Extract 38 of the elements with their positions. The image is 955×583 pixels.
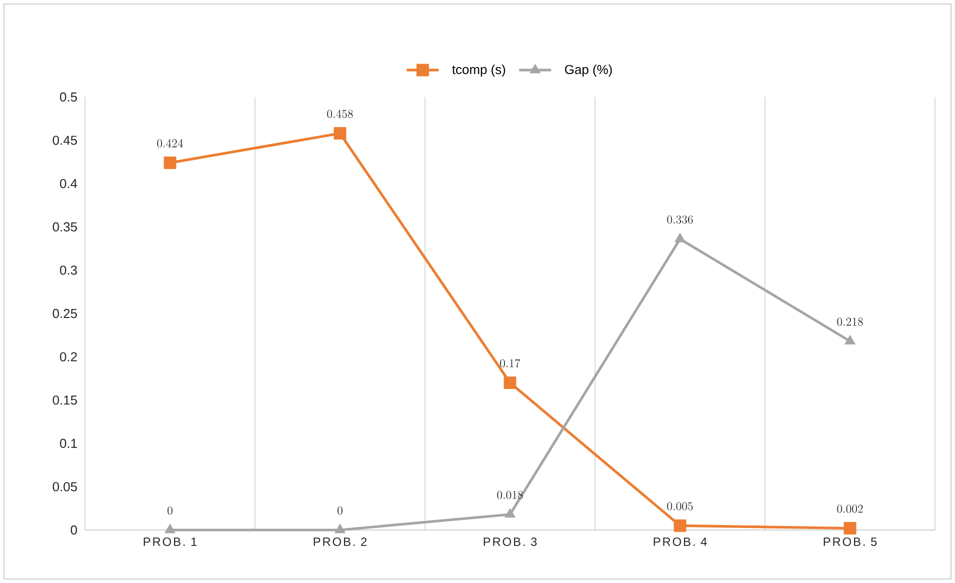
point [844,334,856,344]
point [504,376,516,389]
y-tick-label: 0.4 [60,178,78,188]
point [164,156,176,170]
y-tick-label: 0.2 [60,352,77,362]
point [674,232,686,242]
data-label: 0.336 [667,215,693,224]
x-tick-label: PROB. 2 [314,538,367,546]
point [164,524,176,534]
data-label: 0.424 [157,139,183,148]
data-label: 0 [168,506,172,515]
y-tick-label: 0.5 [60,92,77,102]
x-tick-label: PROB. 5 [824,538,877,546]
x-tick-label: PROB. 3 [484,538,537,546]
x-tick-label: PROB. 1 [144,538,197,546]
legend-label: tcomp (s) [452,64,506,77]
point [334,524,346,534]
y-tick-label: 0.05 [52,482,77,492]
data-label: 0.458 [327,110,353,118]
x-tick-label: PROB. 4 [654,538,707,546]
data-label: 0.018 [497,490,523,500]
data-label: 0 [338,506,342,515]
data-label: 0.005 [667,502,693,510]
y-tick-label: 0.25 [52,308,77,318]
y-tick-label: 0.3 [60,266,77,275]
point [674,519,686,532]
data-label: 0. 17 [500,359,520,368]
data-label: 0.002 [837,504,863,513]
y-tick-label: 0.35 [52,222,77,232]
point [844,522,856,534]
point [504,508,516,518]
y-tick-label: 0 [70,525,77,535]
y-tick-label: 0.15 [52,395,77,405]
point [334,127,346,140]
legend-label: Gap (%) [565,64,612,77]
y-tick-label: 0.45 [52,136,77,145]
data-label: 0.218 [837,318,863,326]
y-tick-label: 0.1 [60,438,77,448]
